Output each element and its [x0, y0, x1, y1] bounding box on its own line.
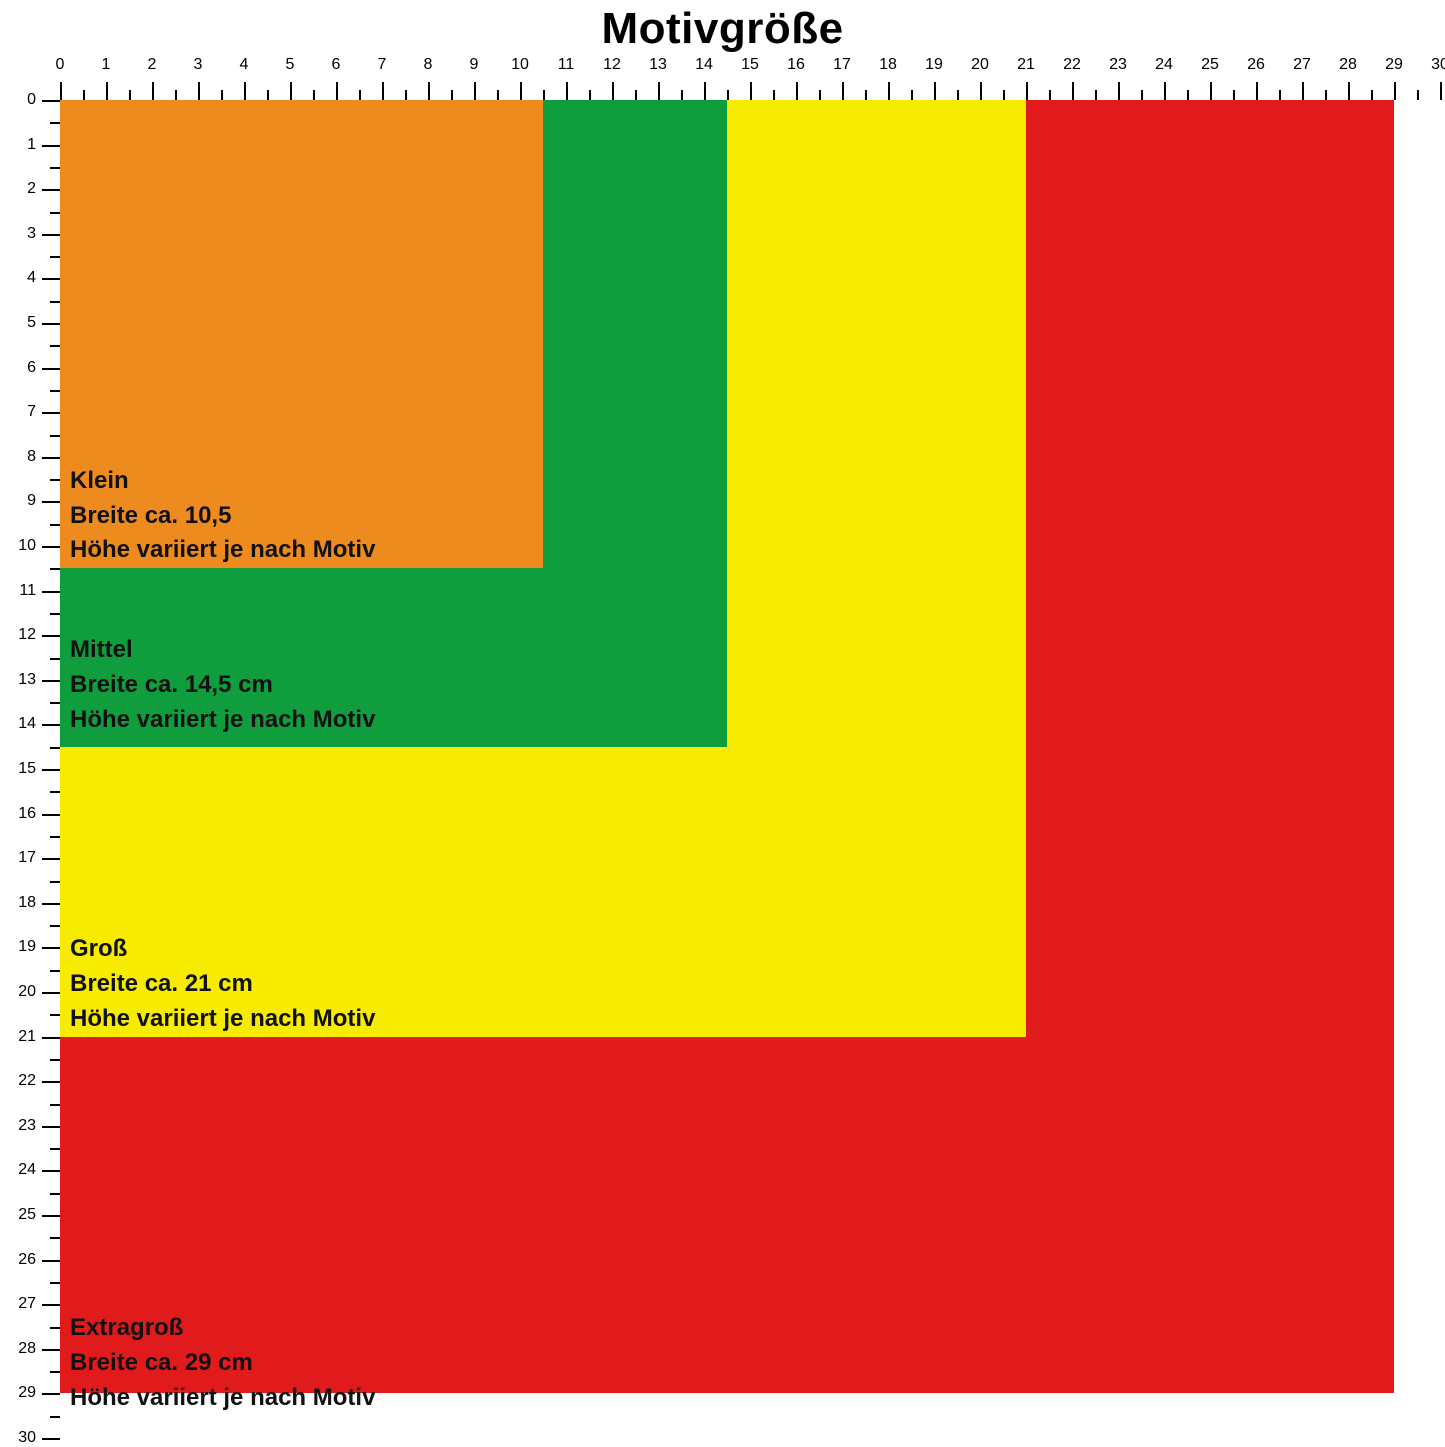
ruler-v-label: 8 [27, 448, 36, 466]
ruler-h-label: 21 [1017, 56, 1035, 74]
ruler-v-label: 21 [18, 1028, 36, 1046]
ruler-v-label: 13 [18, 671, 36, 689]
ruler-h-label: 15 [741, 56, 759, 74]
ruler-h-label: 16 [787, 56, 805, 74]
ruler-h-label: 29 [1385, 56, 1403, 74]
ruler-h-label: 19 [925, 56, 943, 74]
ruler-h-label: 5 [286, 56, 295, 74]
size-height: Höhe variiert je nach Motiv [70, 703, 375, 738]
ruler-h-label: 22 [1063, 56, 1081, 74]
ruler-v-label: 9 [27, 492, 36, 510]
ruler-h-label: 23 [1109, 56, 1127, 74]
ruler-v-label: 27 [18, 1295, 36, 1313]
ruler-h-label: 18 [879, 56, 897, 74]
ruler-h-label: 3 [194, 56, 203, 74]
ruler-v-label: 29 [18, 1384, 36, 1402]
ruler-v-label: 12 [18, 626, 36, 644]
ruler-v-label: 4 [27, 269, 36, 287]
ruler-v-label: 15 [18, 760, 36, 778]
size-width: Breite ca. 29 cm [70, 1346, 375, 1381]
ruler-v-label: 2 [27, 180, 36, 198]
diagram-title: Motivgröße [0, 4, 1445, 54]
size-name: Mittel [70, 633, 375, 668]
ruler-h-label: 26 [1247, 56, 1265, 74]
ruler-v-label: 3 [27, 225, 36, 243]
size-width: Breite ca. 14,5 cm [70, 668, 375, 703]
size-diagram: Motivgröße 01234567891011121314151617181… [0, 0, 1445, 1445]
ruler-v-label: 14 [18, 715, 36, 733]
size-label-extragross: ExtragroßBreite ca. 29 cmHöhe variiert j… [70, 1311, 375, 1415]
ruler-v-label: 0 [27, 91, 36, 109]
ruler-horizontal: 0123456789101112131415161718192021222324… [60, 56, 1440, 100]
ruler-v-label: 6 [27, 359, 36, 377]
size-width: Breite ca. 10,5 [70, 499, 375, 534]
ruler-v-label: 25 [18, 1206, 36, 1224]
size-name: Klein [70, 464, 375, 499]
ruler-v-label: 23 [18, 1117, 36, 1135]
ruler-v-label: 18 [18, 894, 36, 912]
ruler-h-label: 8 [424, 56, 433, 74]
size-label-gross: GroßBreite ca. 21 cmHöhe variiert je nac… [70, 932, 375, 1036]
ruler-v-label: 26 [18, 1251, 36, 1269]
size-height: Höhe variiert je nach Motiv [70, 1002, 375, 1037]
ruler-v-label: 11 [19, 582, 36, 600]
size-height: Höhe variiert je nach Motiv [70, 1381, 375, 1416]
ruler-h-label: 11 [558, 56, 575, 74]
ruler-v-label: 7 [27, 403, 36, 421]
ruler-h-label: 12 [603, 56, 621, 74]
ruler-h-label: 2 [148, 56, 157, 74]
size-label-klein: KleinBreite ca. 10,5Höhe variiert je nac… [70, 464, 375, 568]
ruler-h-label: 24 [1155, 56, 1173, 74]
ruler-h-label: 30 [1431, 56, 1445, 74]
ruler-h-label: 14 [695, 56, 713, 74]
size-name: Groß [70, 932, 375, 967]
ruler-h-label: 7 [378, 56, 387, 74]
ruler-v-label: 19 [18, 938, 36, 956]
ruler-h-label: 13 [649, 56, 667, 74]
ruler-v-label: 5 [27, 314, 36, 332]
ruler-v-label: 20 [18, 983, 36, 1001]
size-width: Breite ca. 21 cm [70, 967, 375, 1002]
size-name: Extragroß [70, 1311, 375, 1346]
size-height: Höhe variiert je nach Motiv [70, 533, 375, 568]
ruler-h-label: 25 [1201, 56, 1219, 74]
ruler-v-label: 17 [18, 849, 36, 867]
ruler-h-label: 9 [470, 56, 479, 74]
ruler-h-label: 27 [1293, 56, 1311, 74]
ruler-v-label: 30 [18, 1429, 36, 1447]
ruler-v-label: 22 [18, 1072, 36, 1090]
ruler-h-label: 20 [971, 56, 989, 74]
size-label-mittel: MittelBreite ca. 14,5 cmHöhe variiert je… [70, 633, 375, 737]
ruler-h-label: 17 [833, 56, 851, 74]
ruler-vertical: 0123456789101112131415161718192021222324… [16, 100, 60, 1440]
ruler-v-label: 24 [18, 1161, 36, 1179]
ruler-h-label: 1 [102, 56, 111, 74]
ruler-v-label: 1 [27, 136, 36, 154]
ruler-h-label: 28 [1339, 56, 1357, 74]
ruler-h-label: 6 [332, 56, 341, 74]
ruler-h-label: 4 [240, 56, 249, 74]
ruler-v-label: 28 [18, 1340, 36, 1358]
ruler-v-label: 16 [18, 805, 36, 823]
ruler-h-label: 0 [56, 56, 65, 74]
ruler-h-label: 10 [511, 56, 529, 74]
plot-area: ExtragroßBreite ca. 29 cmHöhe variiert j… [60, 100, 1440, 1440]
ruler-v-label: 10 [18, 537, 36, 555]
